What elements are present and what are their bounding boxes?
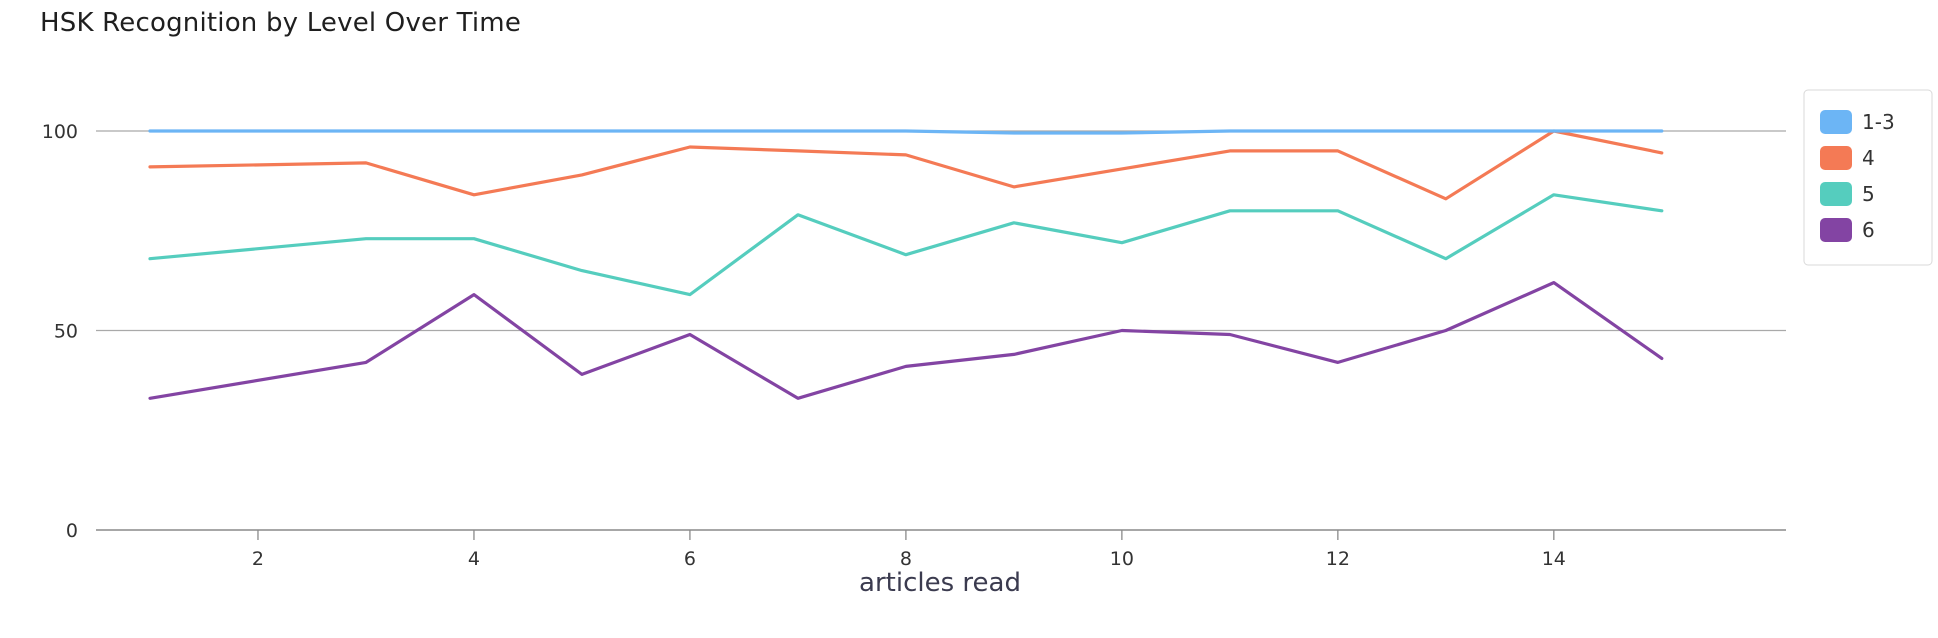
grid-layer	[96, 130, 1786, 531]
series-line-5[interactable]	[148, 193, 1664, 297]
chart-title: HSK Recognition by Level Over Time	[40, 8, 522, 38]
legend-swatch[interactable]	[1820, 110, 1852, 134]
x-tick-label: 2	[252, 548, 264, 570]
legend-swatch[interactable]	[1820, 182, 1852, 206]
y-tick-label: 100	[42, 121, 78, 143]
legend-label[interactable]: 5	[1862, 182, 1875, 206]
series-layer	[148, 129, 1664, 400]
x-tick-label: 8	[900, 548, 912, 570]
legend[interactable]: 1-3 4 5 6	[1803, 89, 1933, 266]
axis-layer: 0 50 100 2 4 6 8 10 12 14	[42, 121, 1566, 570]
y-tick-label: 0	[66, 520, 78, 542]
x-tick-label: 12	[1326, 548, 1350, 570]
series-line-4[interactable]	[148, 129, 1664, 201]
y-tick-label: 50	[54, 321, 78, 343]
legend-label[interactable]: 4	[1862, 146, 1875, 170]
legend-swatch[interactable]	[1820, 218, 1852, 242]
legend-swatch[interactable]	[1820, 146, 1852, 170]
x-tick-label: 4	[468, 548, 480, 570]
x-tick-label: 6	[684, 548, 696, 570]
legend-label[interactable]: 1-3	[1862, 110, 1895, 134]
x-tick-label: 10	[1110, 548, 1134, 570]
series-line-6[interactable]	[148, 281, 1664, 400]
x-axis-title: articles read	[859, 568, 1021, 598]
series-line-1-3[interactable]	[148, 129, 1664, 135]
x-tick-label: 14	[1542, 548, 1566, 570]
legend-label[interactable]: 6	[1862, 218, 1875, 242]
